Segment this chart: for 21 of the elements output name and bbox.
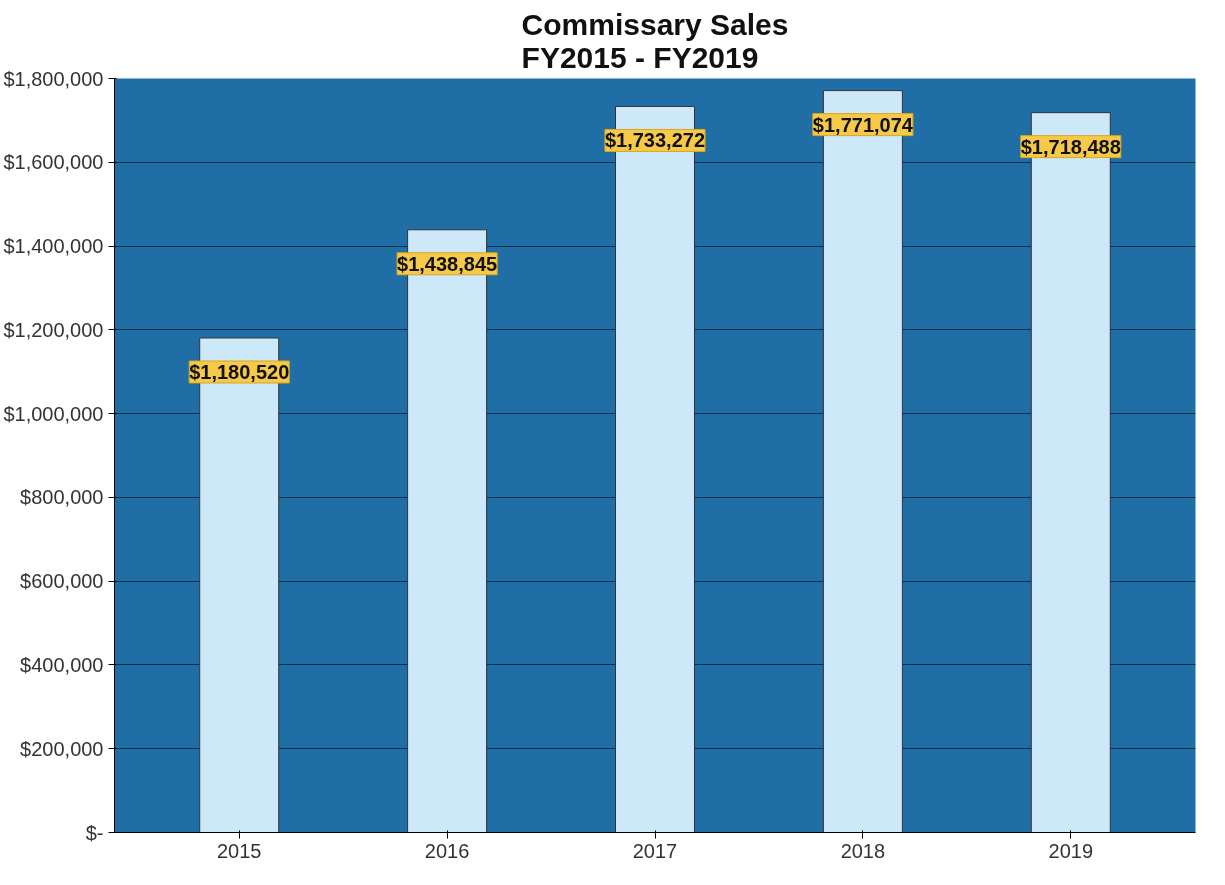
y-tick-label: $1,600,000	[3, 151, 104, 174]
y-tick-label: $400,000	[20, 653, 104, 676]
y-tick-label: $600,000	[20, 570, 104, 593]
y-tick-label: $1,400,000	[3, 235, 104, 258]
data-label: $1,733,272	[604, 129, 706, 152]
x-tick-label: 2015	[216, 839, 262, 862]
data-label: $1,180,520	[189, 360, 290, 383]
x-tick-label: 2018	[840, 839, 886, 862]
y-tick-label: $1,200,000	[3, 318, 104, 341]
y-tick-label: $200,000	[20, 737, 104, 760]
x-tick-label: 2016	[424, 839, 470, 862]
chart-title: Commissary Sales FY2015 - FY2019	[521, 7, 789, 74]
y-tick-label: $1,000,000	[3, 402, 104, 425]
data-label: $1,718,488	[1020, 135, 1121, 158]
x-tick-label: 2017	[632, 839, 678, 862]
data-label: $1,438,845	[397, 252, 498, 275]
x-tick-label: 2019	[1048, 839, 1094, 862]
y-tick-label: $800,000	[20, 486, 104, 509]
y-tick-label: $-	[85, 821, 104, 844]
y-tick-label: $1,800,000	[3, 67, 104, 90]
data-label: $1,771,074	[812, 113, 914, 136]
